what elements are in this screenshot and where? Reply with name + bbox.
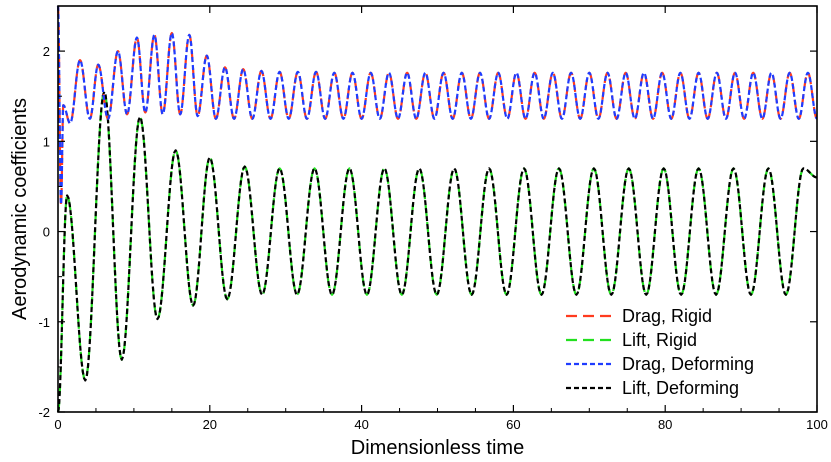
y-tick-label: 2 <box>43 44 50 59</box>
x-tick-label: 0 <box>54 417 61 432</box>
y-tick-label: -2 <box>38 405 50 420</box>
y-tick-label: 1 <box>43 134 50 149</box>
y-tick-label: 0 <box>43 225 50 240</box>
x-tick-label: 80 <box>658 417 672 432</box>
legend-item: Drag, Deforming <box>566 354 754 374</box>
legend-item: Lift, Rigid <box>566 330 697 350</box>
plot-frame <box>57 5 818 413</box>
plot-area <box>56 5 818 413</box>
legend-item: Drag, Rigid <box>566 306 712 326</box>
x-tick-label: 60 <box>506 417 520 432</box>
x-axis: 0 20 40 60 80 100 <box>54 6 828 432</box>
x-tick-label: 40 <box>354 417 368 432</box>
series-line-drag-deforming <box>56 5 818 206</box>
y-axis-title: Aerodynamic coefficients <box>9 98 31 320</box>
y-axis: -2 -1 0 1 2 <box>38 44 817 420</box>
legend-item: Lift, Deforming <box>566 378 739 398</box>
series-layer <box>56 5 818 413</box>
x-axis-title: Dimensionless time <box>351 437 524 459</box>
series-line-lift-deforming <box>56 90 818 413</box>
legend: Drag, Rigid Lift, Rigid Drag, Deforming … <box>566 306 754 398</box>
legend-label-lift-rigid: Lift, Rigid <box>622 330 697 350</box>
legend-label-drag-deforming: Drag, Deforming <box>622 354 754 374</box>
x-tick-label: 100 <box>806 417 828 432</box>
legend-label-drag-rigid: Drag, Rigid <box>622 306 712 326</box>
x-tick-label: 20 <box>203 417 217 432</box>
legend-label-lift-deforming: Lift, Deforming <box>622 378 739 398</box>
y-tick-label: -1 <box>38 315 50 330</box>
